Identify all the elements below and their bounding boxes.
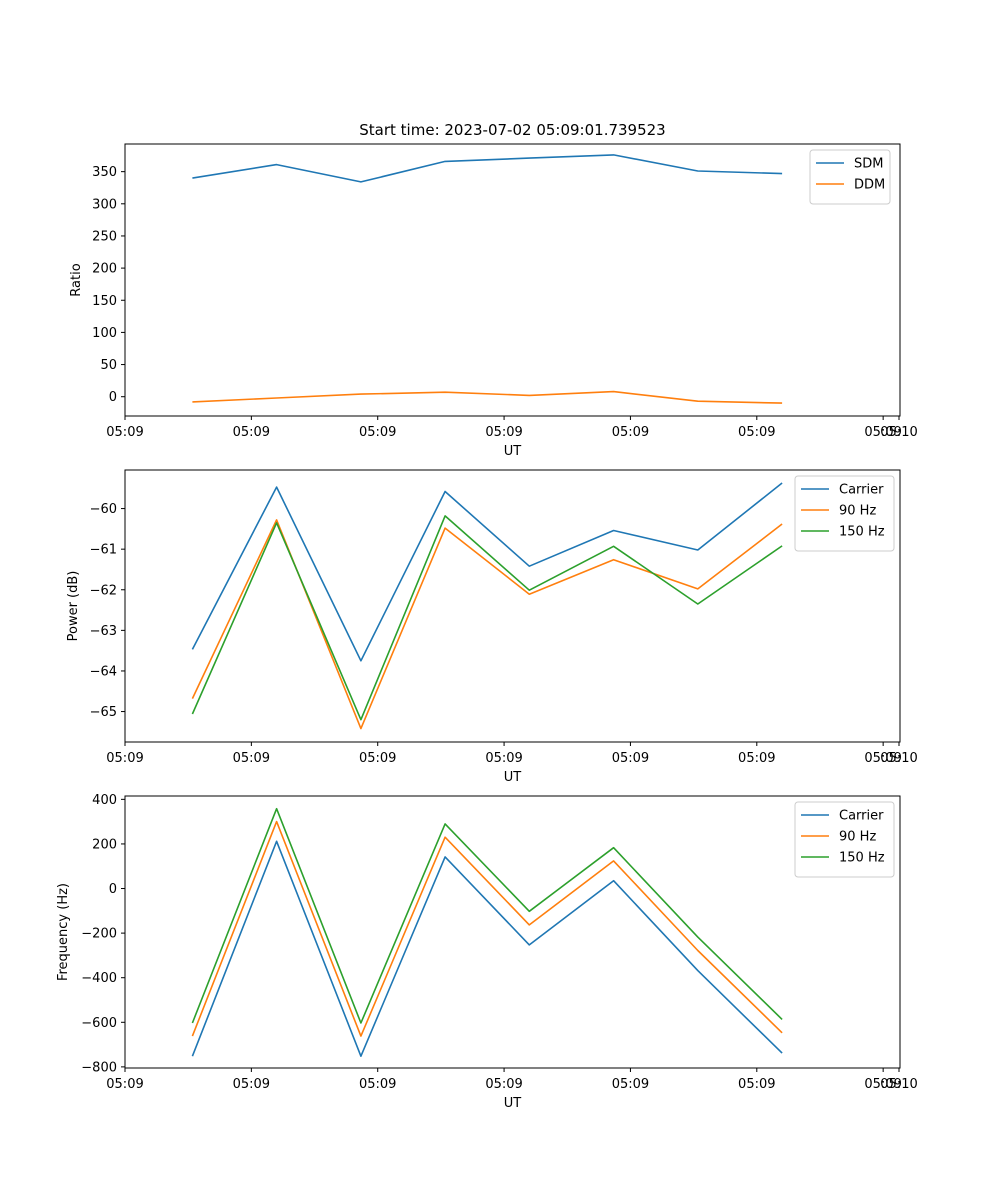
- y-tick-label: 150: [92, 294, 117, 309]
- y-tick-label: 50: [100, 358, 117, 373]
- legend-box: [794, 801, 895, 878]
- series-line-90-hz: [191, 820, 783, 1037]
- series-line-carrier: [191, 482, 783, 662]
- x-tick-label: 05:09: [485, 751, 522, 766]
- y-tick-label: −62: [90, 583, 117, 598]
- legend-label: DDM: [854, 178, 885, 193]
- y-tick-label: −65: [90, 705, 117, 720]
- series-line-sdm: [192, 154, 783, 183]
- x-tick-label: 05:09: [612, 1077, 649, 1092]
- axes-frame: [124, 795, 901, 1069]
- x-tick-label: 05:09: [738, 425, 775, 440]
- y-tick-label: −61: [90, 543, 117, 558]
- axes-frame: [124, 143, 901, 417]
- series-line-150-hz: [191, 515, 783, 721]
- y-tick-label: 350: [92, 165, 117, 180]
- axes-frame: [124, 469, 901, 743]
- y-axis-label: Frequency (Hz): [56, 883, 71, 981]
- legend-label: Carrier: [839, 483, 884, 498]
- x-tick-label: 05:09: [359, 751, 396, 766]
- x-tick-label: 05:09: [233, 751, 270, 766]
- x-tick-label: 05:09: [359, 1077, 396, 1092]
- x-axis-label: UT: [504, 1096, 522, 1111]
- legend-label: Carrier: [839, 809, 884, 824]
- y-tick-label: −63: [90, 624, 117, 639]
- legend-label: 90 Hz: [839, 830, 876, 845]
- chart-panel-2: 05:09 05:09 05:09 05:09 05:09 05:09 05:0905:10…: [66, 469, 918, 785]
- y-tick-label: 200: [92, 837, 117, 852]
- x-tick-label: 05:09: [864, 751, 901, 766]
- x-tick-label: 05:10: [880, 751, 917, 766]
- x-tick-label: 05:09: [233, 1077, 270, 1092]
- y-tick-label: 400: [92, 793, 117, 808]
- x-tick-label: 05:09: [864, 1077, 901, 1092]
- x-tick-label: 05:10: [880, 425, 917, 440]
- chart-panels: 05:09 05:09 05:09 05:09 05:09 05:09 05:0905:10…: [56, 143, 918, 1111]
- x-tick-label: 05:09: [612, 751, 649, 766]
- x-tick-label: 05:09: [485, 1077, 522, 1092]
- y-axis-label: Power (dB): [66, 571, 81, 642]
- legend-box: [794, 475, 895, 552]
- y-tick-label: 100: [92, 326, 117, 341]
- y-tick-label: −64: [90, 664, 117, 679]
- x-tick-label: 05:09: [233, 425, 270, 440]
- series-line-carrier: [191, 840, 783, 1057]
- x-tick-label: 05:09: [738, 751, 775, 766]
- legend-label: SDM: [854, 157, 883, 172]
- y-tick-label: −400: [81, 971, 117, 986]
- y-tick-label: −800: [81, 1060, 117, 1075]
- legend-label: 150 Hz: [839, 851, 885, 866]
- x-tick-label: 05:09: [106, 751, 143, 766]
- chart-panel-1: 05:09 05:09 05:09 05:09 05:09 05:09 05:0905:10…: [69, 143, 918, 459]
- y-tick-label: 0: [109, 390, 117, 405]
- y-tick-label: 0: [109, 882, 117, 897]
- y-tick-label: −60: [90, 502, 117, 517]
- x-tick-label: 05:09: [612, 425, 649, 440]
- series-line-150-hz: [191, 807, 783, 1024]
- y-tick-label: 200: [92, 262, 117, 277]
- legend-label: 90 Hz: [839, 504, 876, 519]
- legend-label: 150 Hz: [839, 525, 885, 540]
- x-tick-label: 05:09: [864, 425, 901, 440]
- figure-title: Start time: 2023-07-02 05:09:01.739523: [359, 121, 665, 139]
- series-line-ddm: [192, 390, 783, 404]
- y-axis-label: Ratio: [69, 263, 84, 296]
- x-tick-label: 05:10: [880, 1077, 917, 1092]
- x-tick-label: 05:09: [359, 425, 396, 440]
- x-tick-label: 05:09: [106, 1077, 143, 1092]
- chart-panel-3: 05:09 05:09 05:09 05:09 05:09 05:09 05:0905:10…: [56, 793, 918, 1111]
- x-tick-label: 05:09: [106, 425, 143, 440]
- x-axis-label: UT: [504, 444, 522, 459]
- y-tick-label: 250: [92, 229, 117, 244]
- x-tick-label: 05:09: [738, 1077, 775, 1092]
- y-tick-label: 300: [92, 197, 117, 212]
- x-tick-label: 05:09: [485, 425, 522, 440]
- y-tick-label: −600: [81, 1016, 117, 1031]
- y-tick-label: −200: [81, 927, 117, 942]
- x-axis-label: UT: [504, 770, 522, 785]
